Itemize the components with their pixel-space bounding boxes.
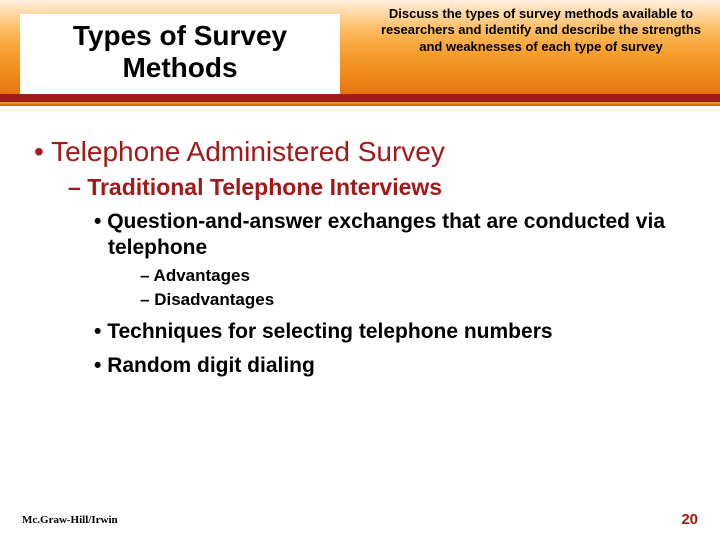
bullet-level3: • Techniques for selecting telephone num… — [94, 320, 692, 344]
bullet-marker: • — [94, 354, 107, 377]
bullet-text: Telephone Administered Survey — [51, 136, 445, 167]
bullet-marker: • — [94, 320, 107, 343]
bullet-level3: • Random digit dialing — [94, 354, 692, 378]
bullet-text: Advantages — [154, 266, 250, 285]
bullet-marker: • — [94, 210, 107, 233]
page-number: 20 — [681, 511, 698, 528]
bullet-level3: • Question-and-answer exchanges that are… — [94, 209, 692, 262]
bullet-text: Techniques for selecting telephone numbe… — [107, 320, 552, 343]
bullet-level4: – Advantages — [140, 266, 692, 286]
bullet-marker: – — [68, 174, 87, 200]
header-banner: Types of Survey Methods Discuss the type… — [0, 0, 720, 106]
bullet-marker: – — [140, 290, 154, 309]
bullet-level2: – Traditional Telephone Interviews — [68, 174, 692, 201]
bullet-level1: • Telephone Administered Survey — [34, 136, 692, 168]
slide-body: • Telephone Administered Survey – Tradit… — [0, 106, 720, 378]
footer: Mc.Graw-Hill/Irwin 20 — [0, 510, 720, 528]
red-divider-bar — [0, 94, 720, 102]
slide-title: Types of Survey Methods — [30, 20, 330, 84]
yellow-divider-line — [0, 102, 720, 104]
bullet-marker: – — [140, 266, 154, 285]
bullet-text: Question-and-answer exchanges that are c… — [107, 210, 665, 259]
bullet-text: Traditional Telephone Interviews — [87, 174, 442, 200]
bullet-level4: – Disadvantages — [140, 290, 692, 310]
learning-objective: Discuss the types of survey methods avai… — [378, 6, 704, 55]
bullet-marker: • — [34, 136, 51, 167]
bullet-text: Random digit dialing — [107, 354, 315, 377]
bullet-text: Disadvantages — [154, 290, 274, 309]
title-box: Types of Survey Methods — [20, 14, 340, 94]
publisher-credit: Mc.Graw-Hill/Irwin — [22, 514, 118, 526]
